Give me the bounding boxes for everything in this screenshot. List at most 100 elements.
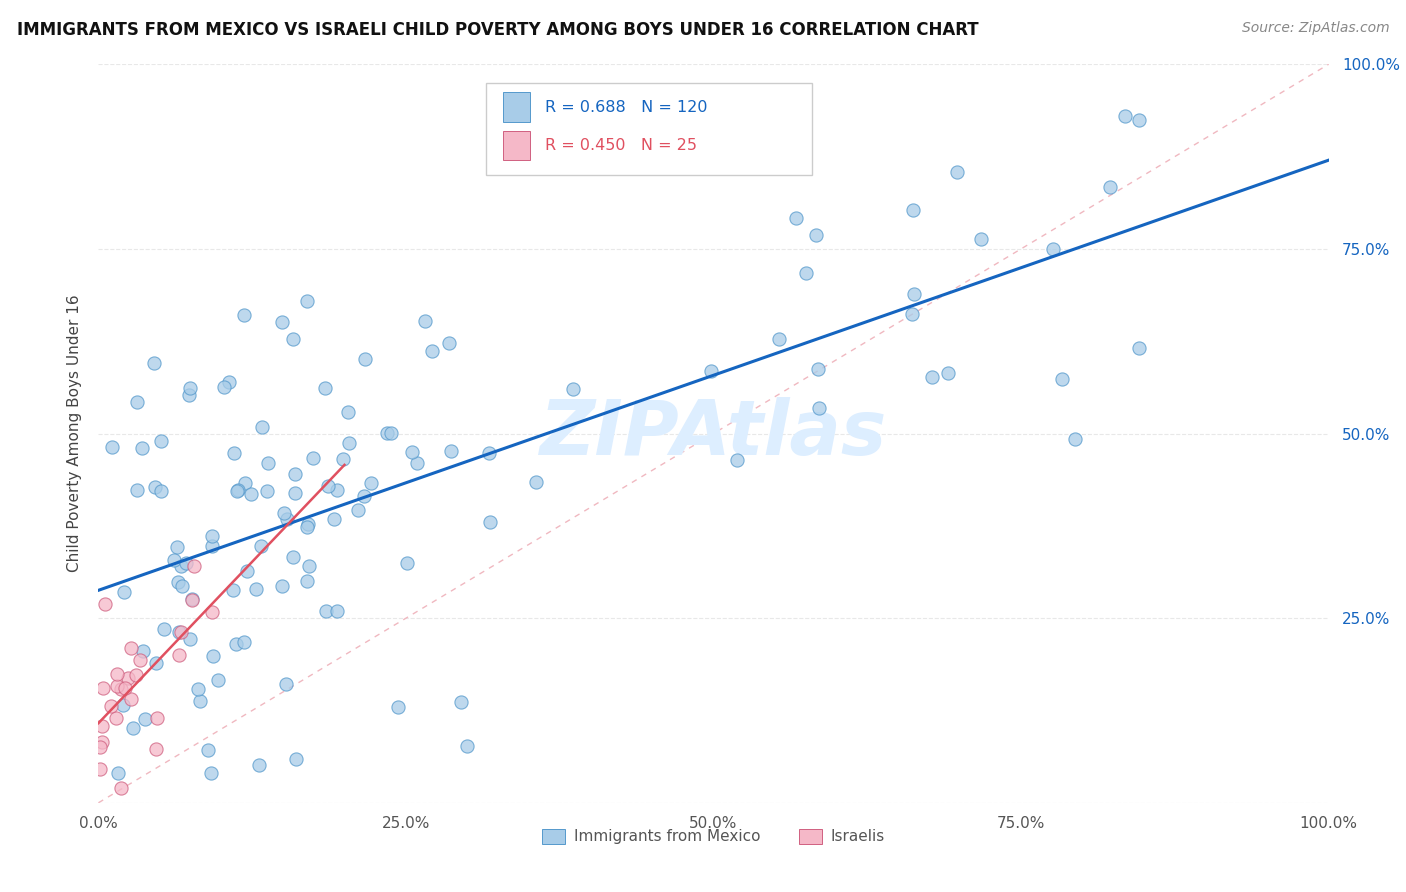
Point (201, 605, 224, 619)
Point (387, 699, 409, 714)
Point (94, 597, 117, 611)
Point (256, 456, 278, 470)
Point (127, 483, 149, 497)
Text: IMMIGRANTS FROM MEXICO VS ISRAELI CHILD POVERTY AMONG BOYS UNDER 16 CORRELATION : IMMIGRANTS FROM MEXICO VS ISRAELI CHILD … (17, 21, 979, 38)
Point (179, 381, 201, 395)
Point (396, 556, 419, 570)
Point (117, 671, 139, 685)
Point (245, 582, 267, 596)
FancyBboxPatch shape (503, 131, 530, 161)
Point (325, 483, 347, 498)
Point (110, 682, 132, 697)
Point (271, 579, 294, 593)
Point (337, 436, 360, 450)
Legend: Immigrants from Mexico, Israelis: Immigrants from Mexico, Israelis (536, 822, 891, 851)
Text: Source: ZipAtlas.com: Source: ZipAtlas.com (1241, 21, 1389, 35)
Point (1128, 112, 1150, 127)
Point (112, 698, 135, 713)
Point (128, 653, 150, 667)
Point (166, 574, 188, 589)
Point (332, 451, 354, 466)
Point (145, 741, 167, 756)
Point (146, 711, 169, 725)
Point (295, 294, 318, 309)
Point (201, 539, 224, 553)
Point (200, 528, 222, 542)
Point (212, 380, 235, 394)
Point (187, 681, 209, 696)
Point (169, 558, 191, 573)
Point (478, 446, 501, 460)
Point (1064, 432, 1087, 446)
Point (807, 401, 830, 415)
Point (149, 483, 172, 498)
Point (346, 503, 368, 517)
Point (162, 552, 184, 566)
Point (318, 479, 340, 493)
Point (183, 559, 205, 574)
Point (936, 366, 959, 380)
Point (276, 511, 298, 525)
Point (131, 644, 153, 658)
Point (768, 332, 790, 346)
Point (298, 558, 321, 573)
Point (250, 539, 273, 553)
Point (143, 356, 166, 370)
Point (401, 445, 423, 459)
Point (250, 419, 273, 434)
Point (326, 604, 349, 618)
Point (270, 315, 292, 329)
FancyBboxPatch shape (503, 92, 530, 122)
Point (181, 591, 204, 606)
Point (150, 434, 173, 449)
Point (179, 632, 201, 647)
Point (295, 574, 318, 589)
Point (177, 388, 200, 402)
Point (450, 695, 472, 709)
Point (807, 361, 830, 376)
Point (256, 483, 278, 498)
Point (105, 679, 128, 693)
Point (232, 634, 254, 648)
Point (360, 475, 382, 490)
Point (105, 667, 128, 681)
Point (89, 762, 111, 776)
Text: R = 0.450   N = 25: R = 0.450 N = 25 (546, 138, 697, 153)
Point (167, 648, 190, 663)
Point (236, 564, 259, 578)
Point (240, 487, 263, 501)
Point (247, 758, 270, 772)
Point (180, 593, 202, 607)
Point (89, 739, 111, 754)
Point (172, 579, 194, 593)
Point (284, 486, 307, 500)
Point (91, 734, 114, 748)
Y-axis label: Child Poverty Among Boys Under 16: Child Poverty Among Boys Under 16 (66, 294, 82, 573)
Point (406, 456, 429, 470)
Point (353, 489, 375, 503)
Point (197, 743, 219, 757)
Point (100, 440, 122, 454)
Point (794, 266, 817, 280)
Point (921, 369, 943, 384)
Point (233, 308, 256, 322)
Point (1050, 372, 1073, 386)
Point (127, 395, 149, 409)
Point (170, 624, 193, 639)
Point (100, 698, 122, 713)
Point (524, 475, 547, 489)
Point (107, 766, 129, 780)
Point (901, 308, 924, 322)
Point (562, 382, 585, 396)
Point (114, 681, 136, 695)
Point (110, 780, 132, 795)
Point (1128, 341, 1150, 355)
Point (901, 202, 924, 217)
Point (112, 585, 135, 599)
Point (226, 483, 249, 497)
Point (903, 287, 925, 301)
Point (143, 480, 166, 494)
Point (413, 313, 436, 327)
Point (91, 681, 114, 696)
Point (169, 625, 191, 640)
